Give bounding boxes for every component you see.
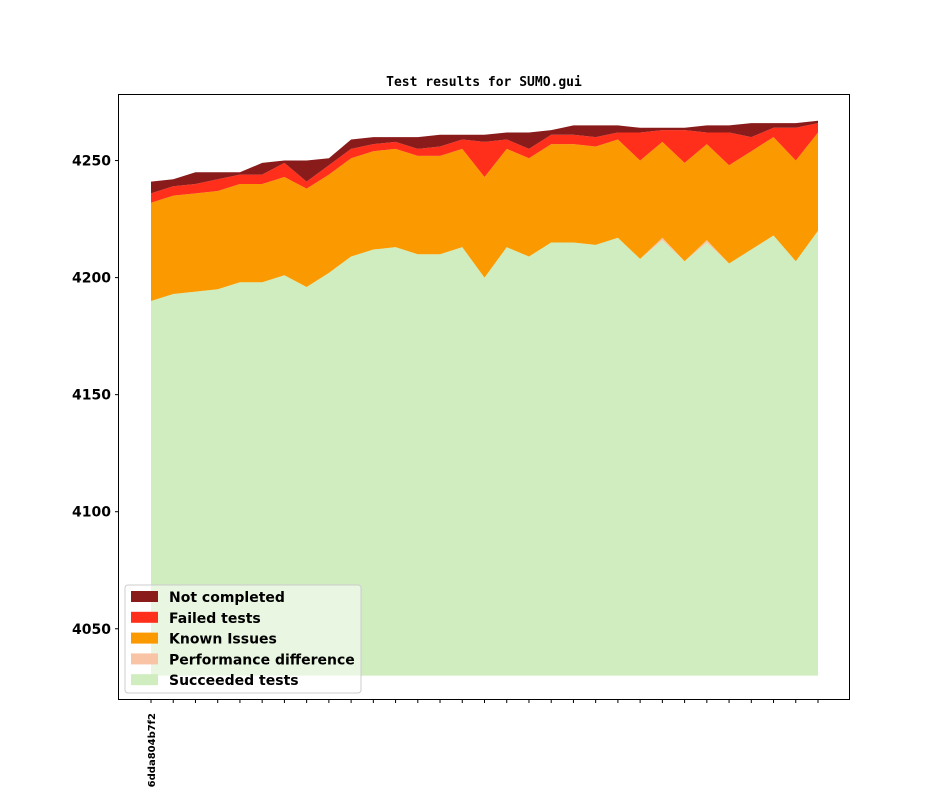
legend-label-known-issues: Known Issues [169, 632, 277, 648]
legend-label-succeeded-tests: Succeeded tests [169, 673, 299, 689]
y-tick-label: 4250 [72, 154, 111, 170]
area-not-completed [151, 120, 818, 194]
legend-label-failed-tests: Failed tests [169, 611, 261, 627]
area-succeeded-tests [151, 230, 818, 676]
legend: Not completed Failed tests Known Issues Per… [124, 584, 362, 694]
area-failed-tests [151, 123, 818, 203]
stacked-areas [151, 120, 818, 676]
legend-swatch-known-issues [131, 632, 158, 644]
legend-swatch-performance-difference [131, 653, 158, 665]
legend-label-performance-difference: Performance difference [169, 652, 355, 668]
x-axis: 6dda804b7f2 [147, 699, 819, 787]
y-axis: 4050 4100 4150 4200 4250 [72, 154, 119, 638]
legend-swatch-failed-tests [131, 611, 158, 623]
legend-swatch-not-completed [131, 591, 158, 602]
chart-title: Test results for SUMO.gui [386, 75, 582, 90]
x-tick-label: 6dda804b7f2 [147, 713, 158, 787]
legend-label-not-completed: Not completed [169, 590, 285, 606]
legend-box [124, 584, 362, 694]
y-tick-label: 4150 [72, 388, 111, 404]
y-tick-label: 4100 [72, 505, 111, 521]
y-tick-label: 4050 [72, 622, 111, 638]
legend-swatch-succeeded-tests [131, 674, 158, 686]
y-tick-label: 4200 [72, 271, 111, 287]
area-known-issues [151, 132, 818, 302]
